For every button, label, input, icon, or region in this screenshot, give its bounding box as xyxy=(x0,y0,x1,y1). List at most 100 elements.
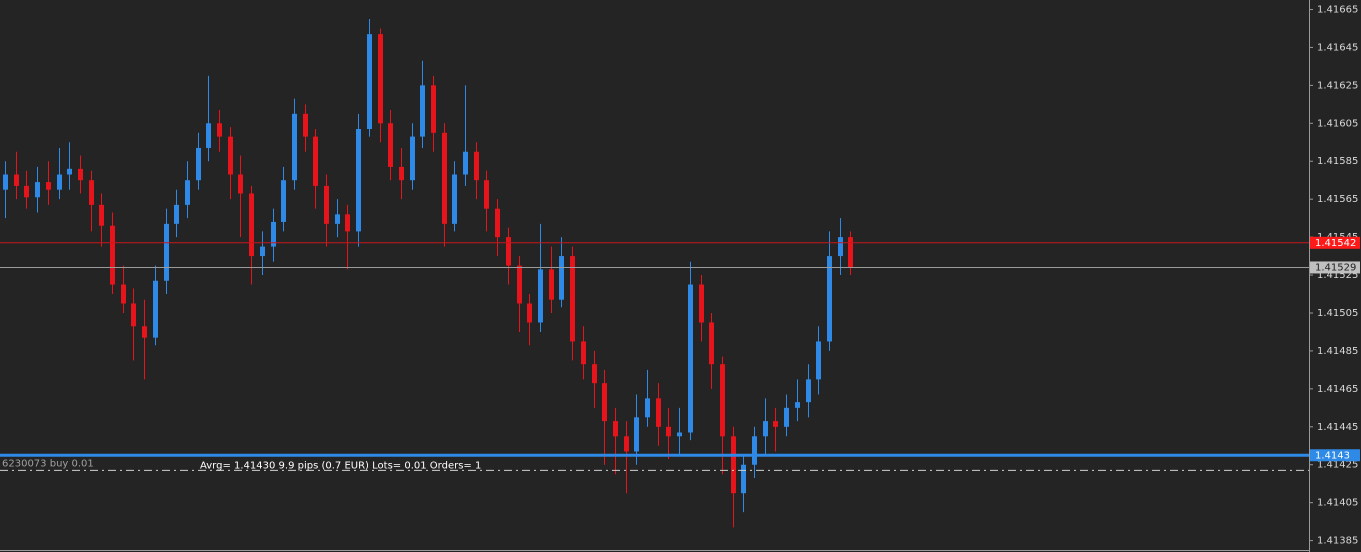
candle-body xyxy=(196,147,201,181)
candle-body xyxy=(228,136,233,175)
candle-body xyxy=(848,237,853,268)
candle-body xyxy=(174,204,179,224)
candle-body xyxy=(688,284,693,433)
candle-body xyxy=(827,256,832,342)
candle-body xyxy=(271,221,276,247)
candle-body xyxy=(752,436,757,465)
candle-body xyxy=(442,132,447,224)
candle-body xyxy=(110,225,115,285)
candle-body xyxy=(292,113,297,181)
candle-body xyxy=(613,421,618,437)
candle-body xyxy=(399,166,404,181)
candle-body xyxy=(35,182,40,198)
candle-body xyxy=(592,364,597,384)
candle-body xyxy=(206,123,211,148)
candle-body xyxy=(260,246,265,257)
candle-body xyxy=(784,407,789,427)
candle-body xyxy=(645,398,650,418)
y-tick-label: 1.41385 xyxy=(1317,536,1358,547)
candle-body xyxy=(356,128,361,232)
price-label-box xyxy=(1310,261,1360,274)
candle-body xyxy=(763,421,768,437)
candle-body xyxy=(773,421,778,427)
candle-body xyxy=(463,151,468,175)
candle-body xyxy=(741,464,746,494)
y-tick-label: 1.41405 xyxy=(1317,498,1358,509)
candle-body xyxy=(324,185,329,224)
candle-body xyxy=(602,383,607,422)
candle-body xyxy=(474,151,479,181)
candle-body xyxy=(581,341,586,365)
candle-body xyxy=(431,85,436,133)
y-tick-label: 1.41625 xyxy=(1317,80,1358,91)
candle-body xyxy=(345,214,350,232)
candle-body xyxy=(410,136,415,181)
candle-body xyxy=(57,174,62,190)
candle-body xyxy=(731,436,736,494)
candle-body xyxy=(634,417,639,452)
candle-body xyxy=(538,269,543,323)
y-tick-label: 1.41525 xyxy=(1317,270,1358,281)
candle-body xyxy=(217,123,222,137)
candle-body xyxy=(420,85,425,137)
y-tick-label: 1.41645 xyxy=(1317,42,1358,53)
candle-body xyxy=(559,256,564,300)
y-tick-label: 1.41505 xyxy=(1317,308,1358,319)
candle-body xyxy=(46,182,51,190)
candle-body xyxy=(517,265,522,304)
candle-body xyxy=(720,364,725,437)
candle-body xyxy=(164,223,169,281)
y-tick-label: 1.41485 xyxy=(1317,346,1358,357)
order-label: 6230073 buy 0.01 xyxy=(2,458,94,469)
candle-body xyxy=(484,180,489,209)
candle-body xyxy=(506,237,511,266)
candle-body xyxy=(153,280,158,338)
candle-body xyxy=(838,237,843,257)
candle-body xyxy=(89,180,94,205)
candle-body xyxy=(131,303,136,327)
candle-body xyxy=(806,379,811,403)
candle-body xyxy=(709,322,714,365)
candle-body xyxy=(313,136,318,186)
candle-body xyxy=(452,174,457,224)
candle-body xyxy=(249,193,254,257)
average-label: Avrg= 1.41430 9.9 pips (0.7 EUR) Lots= 0… xyxy=(200,460,481,471)
candle-body xyxy=(624,436,629,452)
candle-body xyxy=(99,204,104,226)
y-tick-label: 1.41585 xyxy=(1317,156,1358,167)
candle-body xyxy=(699,284,704,323)
y-tick-label: 1.41565 xyxy=(1317,194,1358,205)
candle-body xyxy=(527,303,532,323)
candle-body xyxy=(656,398,661,427)
candle-body xyxy=(185,180,190,205)
y-tick-label: 1.41425 xyxy=(1317,460,1358,471)
candle-body xyxy=(666,426,671,437)
candle-body xyxy=(388,123,393,167)
candle-body xyxy=(78,168,83,181)
y-tick-label: 1.41605 xyxy=(1317,118,1358,129)
candle-body xyxy=(281,180,286,222)
candle-body xyxy=(570,256,575,342)
candle-body xyxy=(142,326,147,338)
y-tick-label: 1.41465 xyxy=(1317,384,1358,395)
price-label-box xyxy=(1310,449,1360,462)
candle-body xyxy=(3,174,8,190)
y-tick-label: 1.41445 xyxy=(1317,422,1358,433)
candle-body xyxy=(121,284,126,304)
candle-body xyxy=(238,174,243,194)
candle-body xyxy=(303,113,308,137)
candle-body xyxy=(335,214,340,224)
price-label-box xyxy=(1310,236,1360,249)
candle-body xyxy=(677,432,682,437)
candle-body xyxy=(367,34,372,129)
candle-body xyxy=(495,208,500,238)
candle-body xyxy=(67,168,72,175)
candle-body xyxy=(14,174,19,186)
y-tick-label: 1.41665 xyxy=(1317,4,1358,15)
price-label: 1.41529 xyxy=(1315,262,1356,273)
candle-body xyxy=(816,341,821,380)
price-label: 1.41542 xyxy=(1315,238,1356,249)
